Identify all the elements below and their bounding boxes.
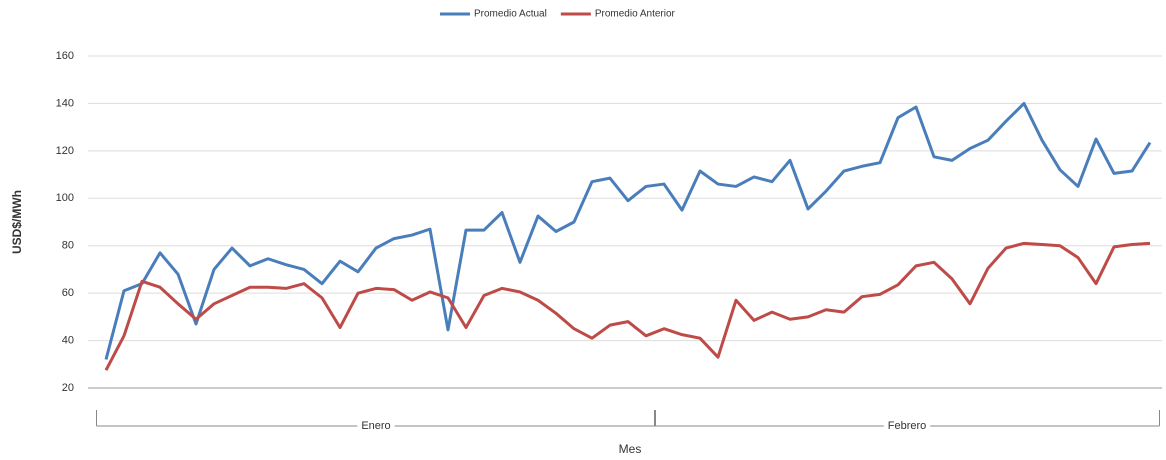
y-axis-label: USD$/MWh (10, 190, 24, 254)
legend-label: Promedio Actual (474, 9, 547, 20)
y-tick-label: 100 (56, 192, 74, 204)
y-tick-label: 80 (62, 240, 74, 252)
group-label: Enero (361, 420, 390, 432)
y-tick-label: 20 (62, 382, 74, 394)
legend-label: Promedio Anterior (595, 9, 676, 20)
x-axis-label: Mes (619, 442, 642, 456)
y-tick-label: 40 (62, 334, 74, 346)
y-tick-label: 160 (56, 50, 74, 62)
y-tick-label: 140 (56, 97, 74, 109)
line-series (104, 101, 1152, 360)
line-series (104, 241, 1151, 371)
y-tick-label: 60 (62, 287, 74, 299)
y-tick-label: 120 (56, 145, 74, 157)
group-label: Febrero (888, 420, 927, 432)
